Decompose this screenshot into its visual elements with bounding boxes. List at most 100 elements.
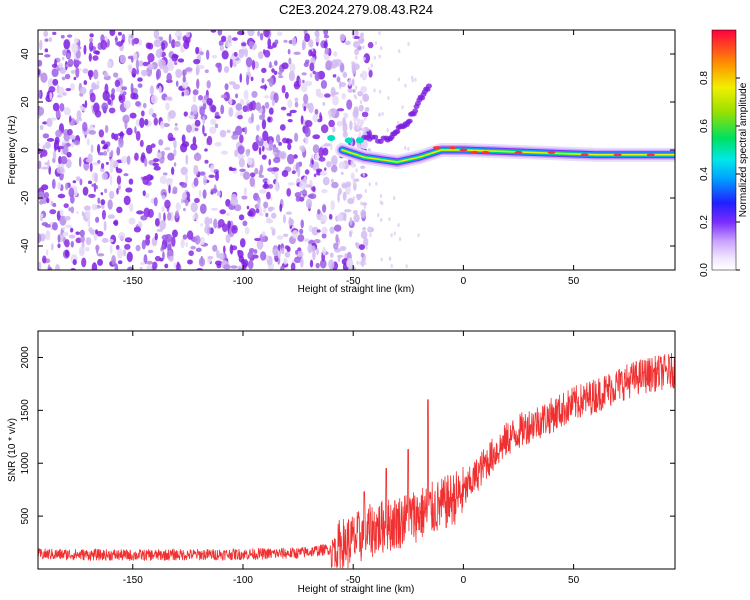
- noise-blob: [133, 226, 141, 233]
- noise-blob: [165, 102, 170, 111]
- noise-blob: [93, 102, 100, 113]
- noise-blob: [332, 95, 339, 106]
- noise-blob: [83, 44, 87, 55]
- noise-blob: [360, 201, 363, 206]
- noise-blob: [316, 248, 319, 256]
- noise-blob: [109, 157, 115, 168]
- chart-title: C2E3.2024.279.08.43.R24: [279, 2, 433, 17]
- y-tick-label: 20: [20, 96, 31, 108]
- noise-blob: [295, 249, 299, 255]
- noise-blob: [185, 124, 192, 133]
- noise-blob: [73, 37, 79, 44]
- noise-blob: [273, 92, 279, 103]
- noise-blob: [239, 168, 246, 173]
- noise-blob: [211, 54, 218, 59]
- noise-blob: [175, 202, 181, 211]
- noise-blob: [255, 208, 260, 214]
- noise-blob: [142, 61, 149, 67]
- noise-blob: [216, 190, 221, 197]
- noise-blob: [352, 196, 356, 201]
- noise-blob: [121, 86, 128, 91]
- noise-blob: [107, 214, 116, 219]
- noise-blob: [66, 52, 71, 59]
- noise-blob: [332, 126, 336, 133]
- trace-blob: [372, 134, 379, 140]
- noise-blob: [218, 252, 225, 261]
- noise-blob: [128, 64, 133, 73]
- noise-blob: [87, 180, 92, 185]
- noise-blob: [210, 207, 219, 211]
- snr-series-line: [38, 352, 675, 569]
- noise-blob: [367, 67, 371, 72]
- noise-blob: [353, 163, 356, 168]
- noise-blob: [320, 214, 328, 223]
- noise-blob: [247, 250, 254, 260]
- noise-blob: [200, 223, 204, 227]
- trace-hotspot: [514, 150, 523, 154]
- noise-blob: [194, 127, 199, 132]
- noise-blob: [44, 48, 49, 53]
- noise-blob: [215, 171, 219, 182]
- noise-blob: [302, 79, 305, 84]
- noise-blob: [154, 232, 158, 241]
- noise-blob: [123, 91, 127, 96]
- noise-blob: [299, 190, 308, 195]
- noise-blob: [118, 231, 126, 241]
- noise-blob: [164, 96, 172, 101]
- noise-blob: [153, 117, 159, 126]
- noise-blob: [95, 216, 100, 223]
- noise-blob: [330, 164, 338, 173]
- noise-blob: [313, 239, 321, 244]
- noise-blob: [163, 212, 166, 222]
- noise-blob: [220, 35, 227, 43]
- noise-blob: [181, 91, 185, 97]
- noise-blob: [45, 249, 49, 256]
- noise-blob: [174, 40, 181, 48]
- noise-blob: [342, 117, 346, 126]
- noise-blob: [100, 39, 108, 51]
- y-tick-label: 500: [20, 507, 31, 524]
- noise-blob: [322, 101, 326, 106]
- noise-blob: [241, 258, 245, 266]
- noise-blob: [126, 155, 131, 165]
- noise-blob: [229, 167, 237, 171]
- spectrogram-x-label: Height of straight line (km): [298, 284, 415, 295]
- noise-blob: [323, 30, 329, 36]
- noise-blob: [150, 94, 158, 104]
- noise-blob: [349, 120, 353, 131]
- noise-blob: [390, 263, 393, 268]
- noise-blob: [245, 148, 251, 157]
- noise-blob: [303, 62, 309, 68]
- noise-blob: [279, 203, 283, 212]
- y-tick-label: -40: [20, 238, 31, 253]
- noise-blob: [40, 72, 48, 83]
- noise-blob: [355, 51, 358, 56]
- noise-blob: [43, 30, 49, 37]
- noise-blob: [324, 167, 327, 171]
- noise-blob: [353, 35, 360, 40]
- noise-blob: [164, 147, 171, 151]
- noise-blob: [337, 213, 344, 222]
- trace-hotspot: [459, 148, 468, 152]
- x-tick-label: 0: [461, 276, 467, 287]
- noise-blob: [179, 32, 183, 39]
- noise-blob: [228, 81, 236, 86]
- noise-blob: [180, 166, 188, 176]
- noise-blob: [238, 214, 245, 221]
- noise-blob: [195, 66, 199, 76]
- noise-blob: [268, 139, 274, 151]
- noise-blob: [123, 173, 129, 177]
- noise-blob: [65, 182, 69, 190]
- noise-blob: [379, 200, 383, 205]
- noise-blob: [315, 262, 320, 269]
- noise-blob: [190, 202, 198, 213]
- noise-blob: [256, 124, 260, 132]
- noise-blob: [171, 53, 178, 62]
- noise-blob: [186, 230, 194, 240]
- noise-blob: [109, 244, 113, 255]
- noise-blob: [127, 266, 134, 270]
- noise-blob: [348, 230, 353, 238]
- noise-blob: [51, 68, 59, 78]
- noise-blob: [308, 39, 314, 48]
- noise-blob: [361, 70, 368, 81]
